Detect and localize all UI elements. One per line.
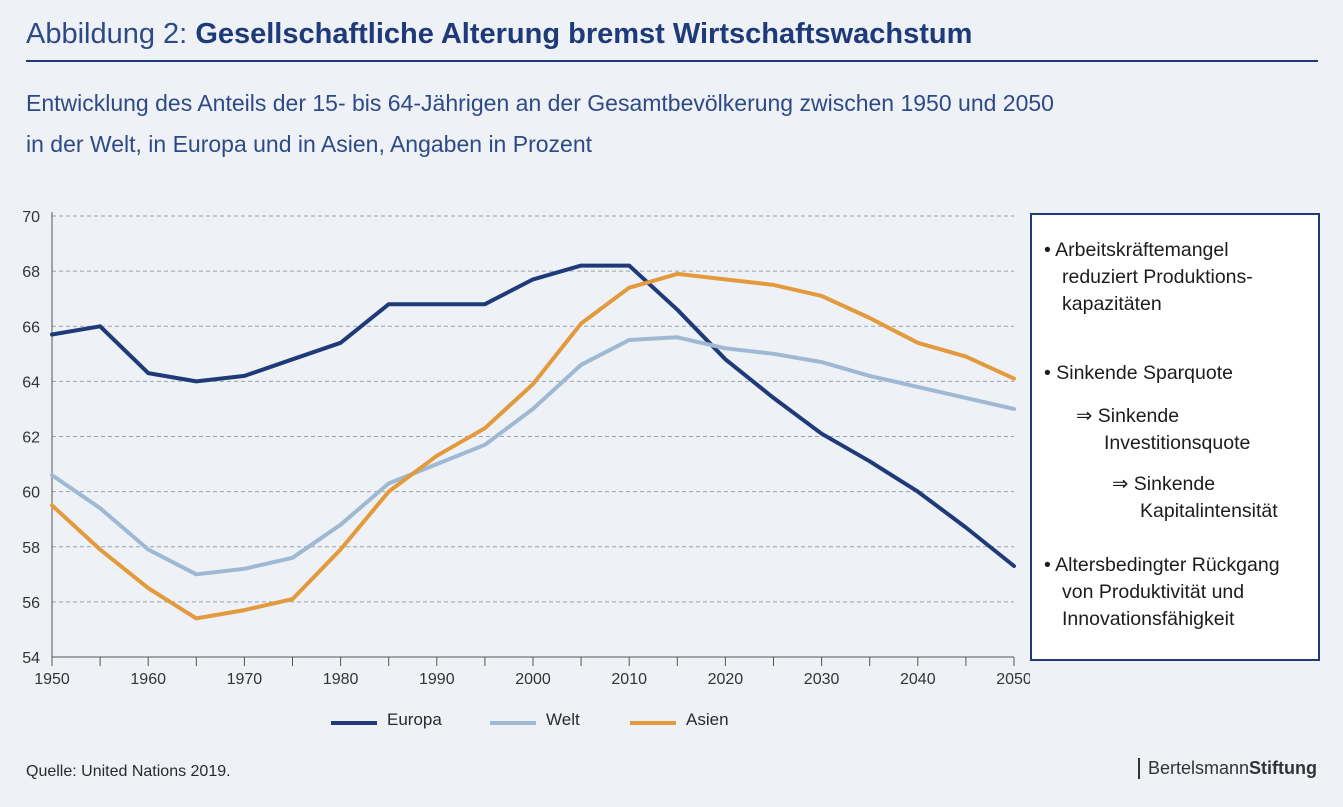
sub-bullet-investitionsquote: ⇒ Sinkende Investitionsquote — [1076, 403, 1250, 457]
logo-text-bold: Stiftung — [1249, 758, 1317, 778]
chart-grid — [52, 215, 1014, 603]
x-tick-label: 1990 — [419, 671, 455, 688]
line-chart: 54 56 58 60 62 64 66 68 70 1950 1960 1970 1980 1990 2… — [22, 209, 1030, 688]
y-tick-label: 66 — [22, 319, 40, 336]
x-tick-label: 1950 — [34, 671, 70, 688]
y-tick-label: 62 — [22, 430, 40, 447]
figure-title: Abbildung 2: Gesellschaftliche Alterung … — [26, 18, 972, 51]
x-tick-label: 1980 — [323, 671, 359, 688]
x-tick-label: 1970 — [227, 671, 263, 688]
bullet-line: reduziert Produktions- — [1062, 266, 1253, 288]
bullet-line: von Produktivität und — [1062, 581, 1245, 603]
x-tick-label: 2040 — [900, 671, 936, 688]
y-tick-label: 64 — [22, 374, 40, 391]
x-tick-label: 2010 — [611, 671, 647, 688]
x-tick-label: 2020 — [708, 671, 744, 688]
sub-bullet-kapitalintensitaet: ⇒ Sinkende Kapitalintensität — [1112, 471, 1278, 525]
chart-axes — [51, 212, 1015, 666]
bullet-line: ⇒ Sinkende — [1112, 473, 1216, 495]
x-tick-labels: 1950 1960 1970 1980 1990 2000 2010 2020 2030 2040… — [34, 671, 1030, 688]
logo-text-regular: Bertelsmann — [1147, 758, 1250, 778]
series-line-welt — [50, 335, 1016, 577]
legend-swatch-welt — [490, 721, 536, 725]
bullet-line: kapazitäten — [1062, 293, 1162, 315]
bullet-sparquote: • Sinkende Sparquote — [1044, 360, 1233, 387]
bullet-line: ⇒ Sinkende — [1076, 405, 1180, 427]
legend-label-europa: Europa — [387, 710, 442, 729]
legend-label-welt: Welt — [546, 710, 580, 729]
x-tick-label: 2000 — [515, 671, 551, 688]
chart-series-lines — [50, 263, 1016, 621]
bullet-altersbedingt: • Altersbedingter Rückgang von Produktiv… — [1044, 552, 1280, 633]
info-box: • Arbeitskräftemangel reduziert Produkti… — [1030, 213, 1320, 661]
y-tick-label: 70 — [22, 209, 40, 226]
legend-swatch-asien — [630, 721, 676, 725]
x-tick-label: 2030 — [804, 671, 840, 688]
legend-label-asien: Asien — [686, 710, 729, 729]
bullet-line: • Altersbedingter Rückgang — [1044, 554, 1280, 576]
bullet-line: • Sinkende Sparquote — [1044, 362, 1233, 384]
y-tick-label: 60 — [22, 485, 40, 502]
y-tick-label: 68 — [22, 264, 40, 281]
legend-swatch-europa — [331, 721, 377, 725]
bertelsmann-stiftung-logo: BertelsmannStiftung — [1137, 758, 1317, 779]
bullet-line: Kapitalintensität — [1140, 500, 1278, 522]
x-tick-label: 2050 — [996, 671, 1030, 688]
subtitle-line-2: in der Welt, in Europa und in Asien, Ang… — [26, 131, 593, 157]
series-line-asien — [50, 271, 1016, 621]
figure-title-prefix: Abbildung 2: — [26, 18, 188, 50]
y-tick-label: 54 — [22, 650, 40, 667]
source-note: Quelle: United Nations 2019. — [26, 763, 231, 780]
y-tick-label: 58 — [22, 540, 40, 557]
series-line-europa — [50, 263, 1016, 568]
bullet-line: • Arbeitskräftemangel — [1044, 239, 1229, 261]
subtitle-line-1: Entwicklung des Anteils der 15- bis 64-J… — [26, 90, 1054, 116]
y-tick-label: 56 — [22, 595, 40, 612]
figure-title-main: Gesellschaftliche Alterung bremst Wirtsc… — [195, 18, 973, 50]
y-tick-labels: 54 56 58 60 62 64 66 68 70 — [22, 209, 40, 667]
title-divider — [26, 60, 1318, 62]
bullet-line: Investitionsquote — [1104, 432, 1251, 454]
bullet-line: Innovationsfähigkeit — [1062, 608, 1235, 630]
x-tick-label: 1960 — [130, 671, 166, 688]
bullet-arbeitskraeftemangel: • Arbeitskräftemangel reduziert Produkti… — [1044, 237, 1253, 318]
